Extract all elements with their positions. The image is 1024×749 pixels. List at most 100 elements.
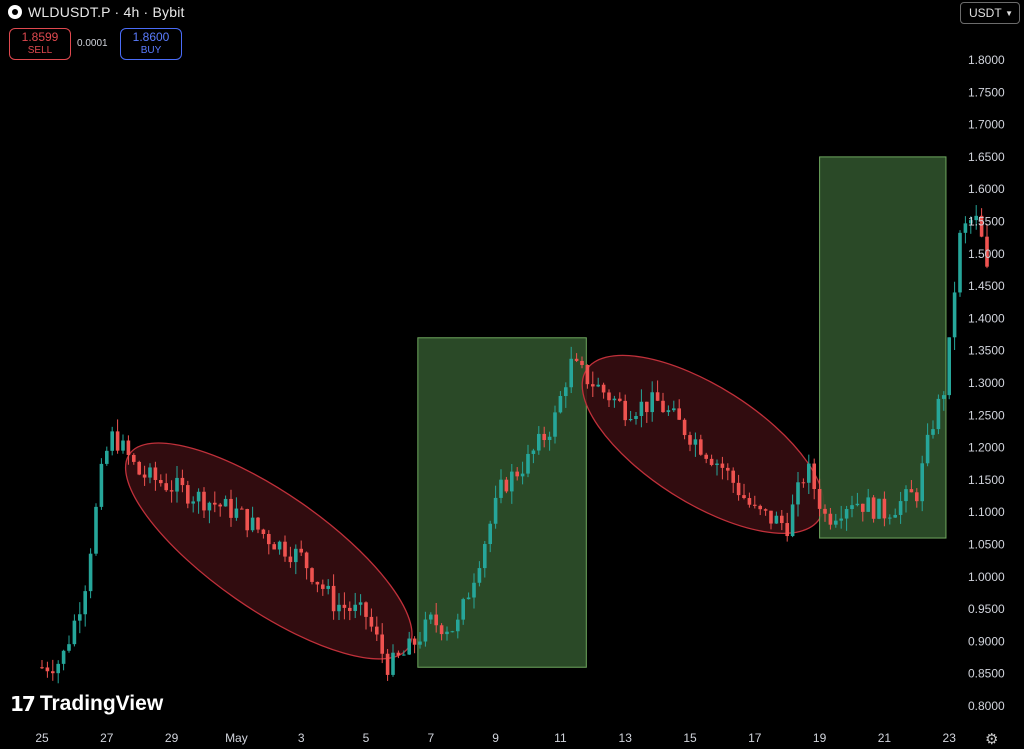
sell-price: 1.8599: [21, 30, 59, 44]
candle-body: [785, 523, 789, 537]
candle-body: [331, 585, 336, 612]
candle-body: [137, 461, 141, 475]
spread-value: 0.0001: [77, 38, 108, 49]
y-axis-tick-label: 1.6500: [968, 150, 1005, 164]
candle-body: [688, 435, 692, 445]
candle-body: [191, 501, 195, 504]
y-axis-tick-label: 1.7000: [968, 118, 1005, 132]
candle-body: [186, 485, 190, 504]
candle-body: [169, 490, 174, 492]
x-axis-tick-label: 23: [943, 731, 957, 745]
y-axis-tick-label: 1.4500: [968, 279, 1005, 293]
candle-body: [277, 541, 282, 550]
x-axis-tick-label: May: [225, 731, 248, 745]
candle-body: [358, 602, 363, 605]
candle-body: [769, 510, 773, 524]
buy-button[interactable]: 1.8600 BUY: [120, 28, 182, 60]
candle-body: [94, 506, 98, 554]
x-axis-tick-label: 29: [165, 731, 179, 745]
candle-body: [510, 471, 514, 492]
y-axis-tick-label: 1.0500: [968, 538, 1005, 552]
candle-body: [720, 463, 725, 468]
candle-body: [342, 604, 347, 608]
y-axis-tick-label: 1.3500: [968, 344, 1005, 358]
y-axis-tick-label: 1.7500: [968, 85, 1005, 99]
candle-body: [774, 515, 779, 524]
candle-body: [952, 292, 957, 338]
candle-body: [596, 384, 600, 387]
candle-body: [682, 419, 687, 436]
x-axis-tick-label: 25: [35, 731, 49, 745]
y-axis-tick-label: 1.1000: [968, 505, 1005, 519]
candle-body: [148, 467, 152, 478]
exchange-logo-icon: [8, 5, 22, 19]
x-axis-tick-label: 13: [619, 731, 633, 745]
candle-body: [267, 533, 271, 545]
candle-body: [742, 495, 746, 499]
candle-body: [245, 509, 249, 531]
candle-body: [915, 492, 919, 502]
candle-body: [893, 514, 897, 518]
candle-body: [364, 602, 368, 617]
candle-body: [763, 509, 768, 511]
candle-body: [780, 515, 784, 524]
candle-body: [537, 433, 541, 451]
symbol-title[interactable]: WLDUSDT.P · 4h · Bybit: [28, 4, 185, 20]
candle-body: [234, 508, 239, 518]
y-axis-tick-label: 1.4000: [968, 311, 1005, 325]
candle-body: [250, 517, 255, 531]
sell-label: SELL: [27, 45, 53, 56]
candle-body: [920, 463, 924, 502]
x-axis-tick-label: 11: [554, 731, 567, 745]
candle-body: [564, 387, 568, 397]
candle-body: [655, 392, 660, 401]
candle-body: [385, 653, 390, 675]
candle-body: [504, 479, 509, 492]
candle-body: [153, 467, 158, 480]
candle-body: [634, 415, 638, 419]
candle-body: [159, 479, 163, 484]
highlight-box[interactable]: [417, 337, 587, 668]
candle-body: [979, 215, 984, 237]
candle-body: [207, 502, 212, 511]
candle-body: [618, 398, 622, 401]
tradingview-logo: 17 TradingView: [10, 692, 163, 716]
candle-body: [666, 410, 671, 413]
candle-body: [909, 489, 914, 493]
candle-body: [861, 503, 865, 512]
candle-body: [472, 582, 476, 598]
buy-label: BUY: [140, 45, 162, 56]
candle-body: [272, 544, 276, 550]
candle-body: [709, 458, 714, 465]
candle-body: [213, 502, 217, 505]
currency-dropdown[interactable]: USDT ▼: [960, 2, 1020, 24]
candle-body: [574, 358, 579, 361]
candle-body: [261, 529, 266, 534]
trend-ellipse[interactable]: [555, 321, 851, 567]
candle-body: [747, 498, 752, 505]
tradingview-mark-icon: 17: [10, 692, 36, 716]
candle-body: [650, 392, 654, 413]
candle-body: [294, 548, 298, 563]
candle-body: [542, 433, 546, 441]
candle-body: [888, 517, 892, 519]
candle-body: [974, 215, 978, 221]
y-axis-tick-label: 1.6000: [968, 182, 1005, 196]
candle-body: [380, 634, 384, 654]
candle-body: [877, 498, 881, 519]
x-axis-tick-label: 21: [878, 731, 892, 745]
candle-body: [126, 440, 131, 455]
candle-body: [45, 667, 50, 672]
candle-body: [796, 482, 800, 505]
highlight-box[interactable]: [819, 156, 947, 539]
x-axis-tick-label: 27: [100, 731, 114, 745]
candle-body: [110, 431, 114, 451]
buy-price: 1.8600: [132, 30, 170, 44]
candle-body: [731, 470, 735, 483]
candle-body: [369, 616, 374, 627]
sell-button[interactable]: 1.8599 SELL: [9, 28, 71, 60]
gear-icon[interactable]: ⚙: [985, 731, 999, 748]
candle-body: [56, 663, 60, 674]
candle-body: [661, 400, 665, 413]
